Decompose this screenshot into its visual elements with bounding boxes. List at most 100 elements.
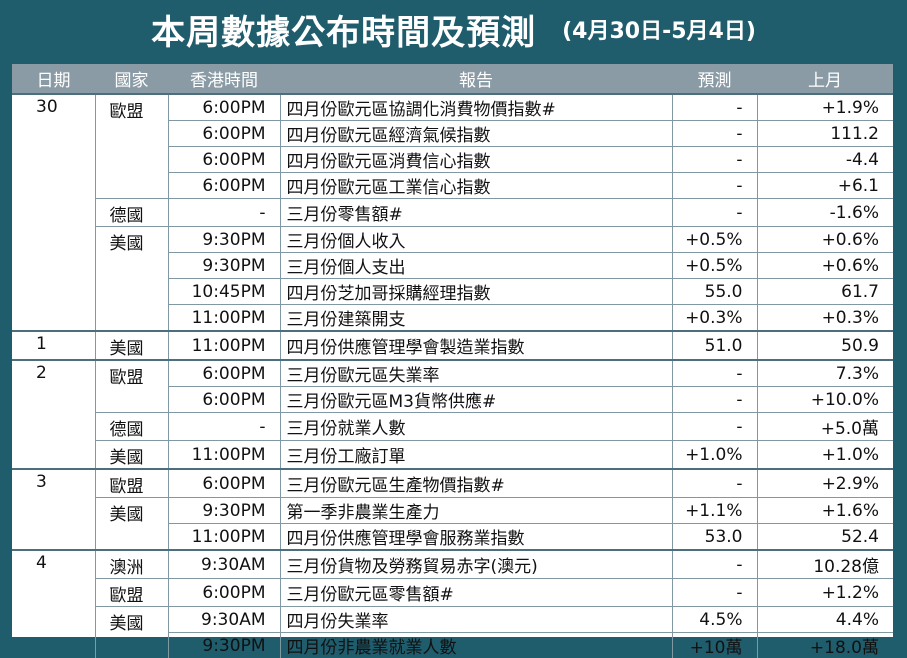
subtitle: (4月30日-5月4日) — [562, 13, 756, 45]
table-cell: - — [168, 413, 280, 441]
table-cell: +1.2% — [757, 579, 893, 607]
header-row: 日期國家香港時間報告預測上月 — [12, 64, 893, 94]
table-cell: - — [672, 121, 757, 147]
table-cell: +10.0% — [757, 387, 893, 413]
table-cell: 三月份歐元區M3貨幣供應# — [280, 387, 672, 413]
table-cell: 四月份非農業就業人數 — [280, 633, 672, 658]
table-cell: 1 — [12, 331, 95, 360]
table-cell: 6:00PM — [168, 121, 280, 147]
table-cell: 四月份芝加哥採購經理指數 — [280, 279, 672, 305]
column-header: 日期 — [12, 64, 95, 94]
table-cell: 四月份供應管理學會製造業指數 — [280, 331, 672, 360]
table-cell: 三月份歐元區生產物價指數# — [280, 469, 672, 498]
table-cell: 111.2 — [757, 121, 893, 147]
table-cell: +0.6% — [757, 227, 893, 253]
table-cell: +0.3% — [757, 305, 893, 332]
table-cell: 三月份就業人數 — [280, 413, 672, 441]
table-cell: 四月份歐元區工業信心指數 — [280, 173, 672, 199]
table-cell: 11:00PM — [168, 331, 280, 360]
table-cell: 55.0 — [672, 279, 757, 305]
table-cell: 歐盟 — [95, 469, 168, 498]
table-cell: 美國 — [95, 607, 168, 658]
column-header: 預測 — [672, 64, 757, 94]
table-cell: 6:00PM — [168, 147, 280, 173]
table-cell: 美國 — [95, 227, 168, 332]
table-cell: 美國 — [95, 498, 168, 551]
table-cell: 歐盟 — [95, 94, 168, 199]
table-cell: +0.3% — [672, 305, 757, 332]
table-cell: 三月份個人收入 — [280, 227, 672, 253]
table-cell: +2.9% — [757, 469, 893, 498]
table-cell: +1.0% — [757, 441, 893, 470]
table-cell: +5.0萬 — [757, 413, 893, 441]
table-cell: 9:30PM — [168, 498, 280, 524]
table-cell: 9:30PM — [168, 227, 280, 253]
table-cell: 四月份歐元區經濟氣候指數 — [280, 121, 672, 147]
table-cell: 53.0 — [672, 524, 757, 551]
table-cell: - — [672, 360, 757, 387]
table-cell: 10:45PM — [168, 279, 280, 305]
table-cell: 6:00PM — [168, 387, 280, 413]
table-cell: 9:30PM — [168, 253, 280, 279]
table-cell: - — [672, 94, 757, 121]
table-cell: 四月份供應管理學會服務業指數 — [280, 524, 672, 551]
table-cell: 50.9 — [757, 331, 893, 360]
table-cell: 11:00PM — [168, 524, 280, 551]
table-cell: 德國 — [95, 199, 168, 227]
column-header: 上月 — [757, 64, 893, 94]
table-cell: - — [672, 387, 757, 413]
table-cell: +10萬 — [672, 633, 757, 658]
table-cell: - — [672, 413, 757, 441]
table-cell: 9:30AM — [168, 607, 280, 633]
table-cell: 三月份個人支出 — [280, 253, 672, 279]
table-cell: 6:00PM — [168, 173, 280, 199]
table-cell: 第一季非農業生產力 — [280, 498, 672, 524]
table-cell: 4.4% — [757, 607, 893, 633]
table-row: 德國-三月份就業人數-+5.0萬 — [12, 413, 893, 441]
table-cell: 三月份貨物及勞務貿易赤字(澳元) — [280, 550, 672, 579]
table-cell: +0.5% — [672, 227, 757, 253]
table-cell: +1.0% — [672, 441, 757, 470]
table-cell: 4 — [12, 550, 95, 658]
table-cell: - — [168, 199, 280, 227]
table-cell: 澳洲 — [95, 550, 168, 579]
table-cell: 11:00PM — [168, 305, 280, 332]
table-cell: +0.6% — [757, 253, 893, 279]
table-cell: 歐盟 — [95, 360, 168, 413]
table-cell: +1.6% — [757, 498, 893, 524]
table-cell: 三月份工廠訂單 — [280, 441, 672, 470]
table-cell: 6:00PM — [168, 579, 280, 607]
table-cell: +1.9% — [757, 94, 893, 121]
table-cell: - — [672, 147, 757, 173]
table-cell: -4.4 — [757, 147, 893, 173]
table-cell: +6.1 — [757, 173, 893, 199]
table-cell: +18.0萬 — [757, 633, 893, 658]
title: 本周數據公布時間及預測 — [151, 5, 536, 54]
table-cell: +1.1% — [672, 498, 757, 524]
table-cell: 9:30PM — [168, 633, 280, 658]
table-cell: - — [672, 173, 757, 199]
table-cell: 德國 — [95, 413, 168, 441]
table-cell: 4.5% — [672, 607, 757, 633]
page: table {"header": {"title": "本周數據公布時間及預測"… — [0, 0, 907, 643]
column-header: 國家 — [95, 64, 168, 94]
table-cell: 三月份建築開支 — [280, 305, 672, 332]
table-cell: -1.6% — [757, 199, 893, 227]
title-bar: 本周數據公布時間及預測 (4月30日-5月4日) — [0, 0, 907, 58]
table-cell: 7.3% — [757, 360, 893, 387]
table-cell: 51.0 — [672, 331, 757, 360]
column-header: 報告 — [280, 64, 672, 94]
table-row: 德國-三月份零售額#--1.6% — [12, 199, 893, 227]
table-cell: - — [672, 579, 757, 607]
table-cell: 歐盟 — [95, 579, 168, 607]
